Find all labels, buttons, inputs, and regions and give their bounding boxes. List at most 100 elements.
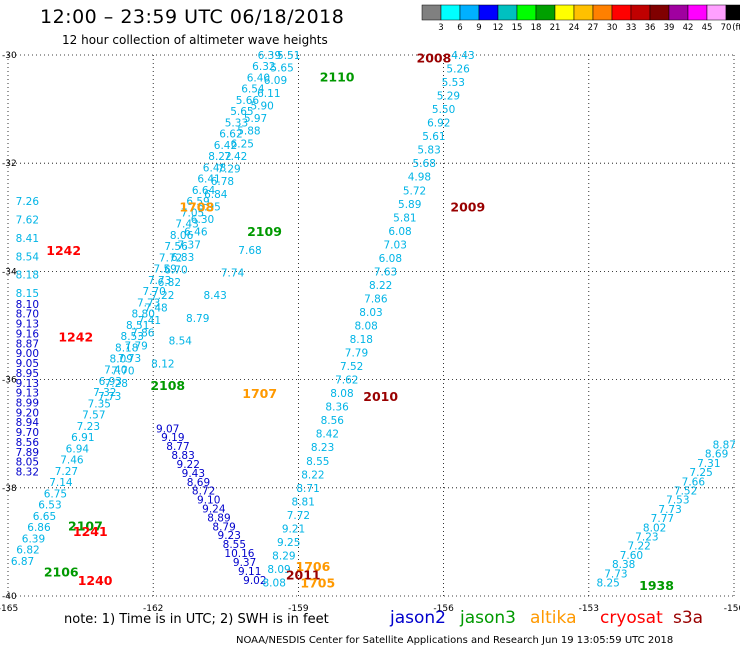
wave-height-value: 8.08 — [263, 577, 286, 589]
wave-height-value: 7.62 — [16, 214, 39, 226]
wave-height-value: 5.26 — [446, 64, 470, 76]
scale-label: 70 — [721, 23, 732, 33]
wave-height-value: 7.68 — [238, 245, 261, 257]
wave-height-value: 7.60 — [620, 550, 643, 562]
y-tick-label: -32 — [2, 159, 17, 169]
wave-height-value: 8.89 — [207, 512, 230, 524]
wave-height-value: 5.65 — [230, 106, 253, 118]
scale-label: 36 — [645, 23, 656, 33]
wave-height-value: 5.81 — [393, 212, 416, 224]
y-tick-label: -30 — [2, 51, 17, 61]
wave-height-value: 8.18 — [350, 334, 373, 346]
wave-height-value: 7.46 — [60, 455, 84, 467]
wave-height-value: 7.73 — [658, 504, 681, 516]
pass-time-label: 1706 — [296, 559, 331, 574]
wave-height-value: 6.42 — [214, 140, 237, 152]
scale-swatch — [459, 4, 480, 21]
scale-label: 39 — [664, 23, 675, 33]
wave-height-value: 8.03 — [359, 307, 382, 319]
wave-height-value: 7.72 — [159, 252, 182, 264]
wave-height-value: 9.37 — [233, 557, 256, 569]
wave-height-value: 6.92 — [427, 118, 450, 130]
legend-s3a: s3a — [673, 608, 704, 628]
wave-height-value: 9.07 — [156, 423, 179, 435]
wave-height-value: 8.80 — [132, 309, 155, 321]
wave-height-value: 8.70 — [16, 309, 39, 321]
wave-height-value: 7.35 — [88, 398, 111, 410]
scale-label: 45 — [702, 23, 713, 33]
wave-height-value: 9.11 — [238, 566, 261, 578]
wave-height-value: 8.55 — [223, 539, 246, 551]
wave-height-value: 6.84 — [204, 189, 228, 201]
pass-time-label: 2107 — [68, 519, 103, 534]
wave-height-value: 7.23 — [77, 421, 100, 433]
wave-height-value: 8.09 — [267, 564, 290, 576]
wave-height-value: 6.78 — [211, 176, 234, 188]
scale-unit: (ft) — [732, 23, 740, 33]
wave-height-value: 6.40 — [247, 72, 270, 84]
x-tick-label: -150 — [724, 604, 740, 614]
wave-height-value: 5.61 — [422, 131, 445, 143]
wave-height-value: 6.95 — [197, 201, 220, 213]
wave-height-value: 7.70 — [142, 286, 165, 298]
scale-swatch — [554, 4, 575, 21]
wave-height-value: 7.43 — [175, 219, 198, 231]
wave-height-value: 8.18 — [16, 270, 39, 282]
pass-time-label: 1242 — [46, 243, 81, 258]
legend-jason3: jason3 — [460, 608, 516, 628]
wave-height-value: 8.71 — [296, 483, 319, 495]
wave-height-value: 8.87 — [16, 338, 39, 350]
wave-height-value: 7.52 — [674, 486, 697, 498]
wave-height-value: 8.69 — [705, 449, 728, 461]
wave-height-value: 9.13 — [16, 378, 39, 390]
wave-height-value: 8.10 — [16, 299, 39, 311]
wave-height-value: 6.82 — [158, 277, 181, 289]
wave-height-value: 7.26 — [16, 196, 40, 208]
scale-swatch — [725, 4, 740, 21]
wave-height-value: 7.86 — [364, 293, 388, 305]
wave-height-value: 8.56 — [321, 415, 345, 427]
wave-height-value: 5.90 — [250, 100, 273, 112]
scale-swatch — [421, 4, 442, 21]
wave-height-value: 6.83 — [171, 252, 194, 264]
wave-height-value: 6.86 — [27, 522, 51, 534]
wave-height-value: 8.51 — [126, 320, 149, 332]
y-tick-label: -34 — [2, 267, 17, 277]
wave-height-value: 9.24 — [202, 503, 226, 515]
pass-time-label: 2008 — [417, 51, 452, 66]
wave-height-value: 7.53 — [666, 495, 689, 507]
wave-height-value: 8.83 — [171, 450, 194, 462]
wave-height-value: 7.62 — [335, 375, 358, 387]
scale-swatch — [440, 4, 461, 21]
scale-label: 33 — [626, 23, 637, 33]
wave-height-value: 5.29 — [437, 91, 460, 103]
wave-height-value: 6.41 — [197, 174, 220, 186]
pass-time-label: 2009 — [450, 199, 485, 214]
wave-height-value: 5.68 — [413, 158, 436, 170]
wave-height-value: 8.08 — [330, 388, 353, 400]
pass-time-label: 2110 — [320, 70, 355, 85]
wave-height-value: 6.62 — [219, 129, 242, 141]
scale-swatch — [592, 4, 613, 21]
wave-height-value: 6.94 — [66, 443, 90, 455]
wave-height-value: 7.23 — [635, 531, 658, 543]
wave-height-value: 6.39 — [22, 533, 45, 545]
wave-height-value: 6.54 — [241, 84, 265, 96]
wave-height-value: 7.89 — [16, 447, 39, 459]
wave-height-value: 7.70 — [111, 366, 134, 378]
wave-height-value: 7.79 — [345, 348, 368, 360]
wave-height-value: 9.10 — [197, 495, 220, 507]
wave-height-value: 9.23 — [218, 530, 241, 542]
legend-cryosat: cryosat — [600, 608, 663, 628]
y-tick-label: -36 — [2, 376, 17, 386]
scale-label: 30 — [607, 23, 618, 33]
wave-height-value: 9.70 — [16, 427, 39, 439]
x-tick-label: -159 — [288, 604, 309, 614]
wave-height-value: 8.72 — [192, 486, 215, 498]
wave-height-value: 8.54 — [169, 336, 193, 348]
wave-height-value: 8.22 — [369, 280, 392, 292]
wave-height-value: 8.05 — [16, 457, 39, 469]
y-tick-label: -38 — [2, 484, 17, 494]
pass-time-label: 1242 — [58, 329, 93, 344]
wave-height-value: 8.41 — [16, 233, 39, 245]
